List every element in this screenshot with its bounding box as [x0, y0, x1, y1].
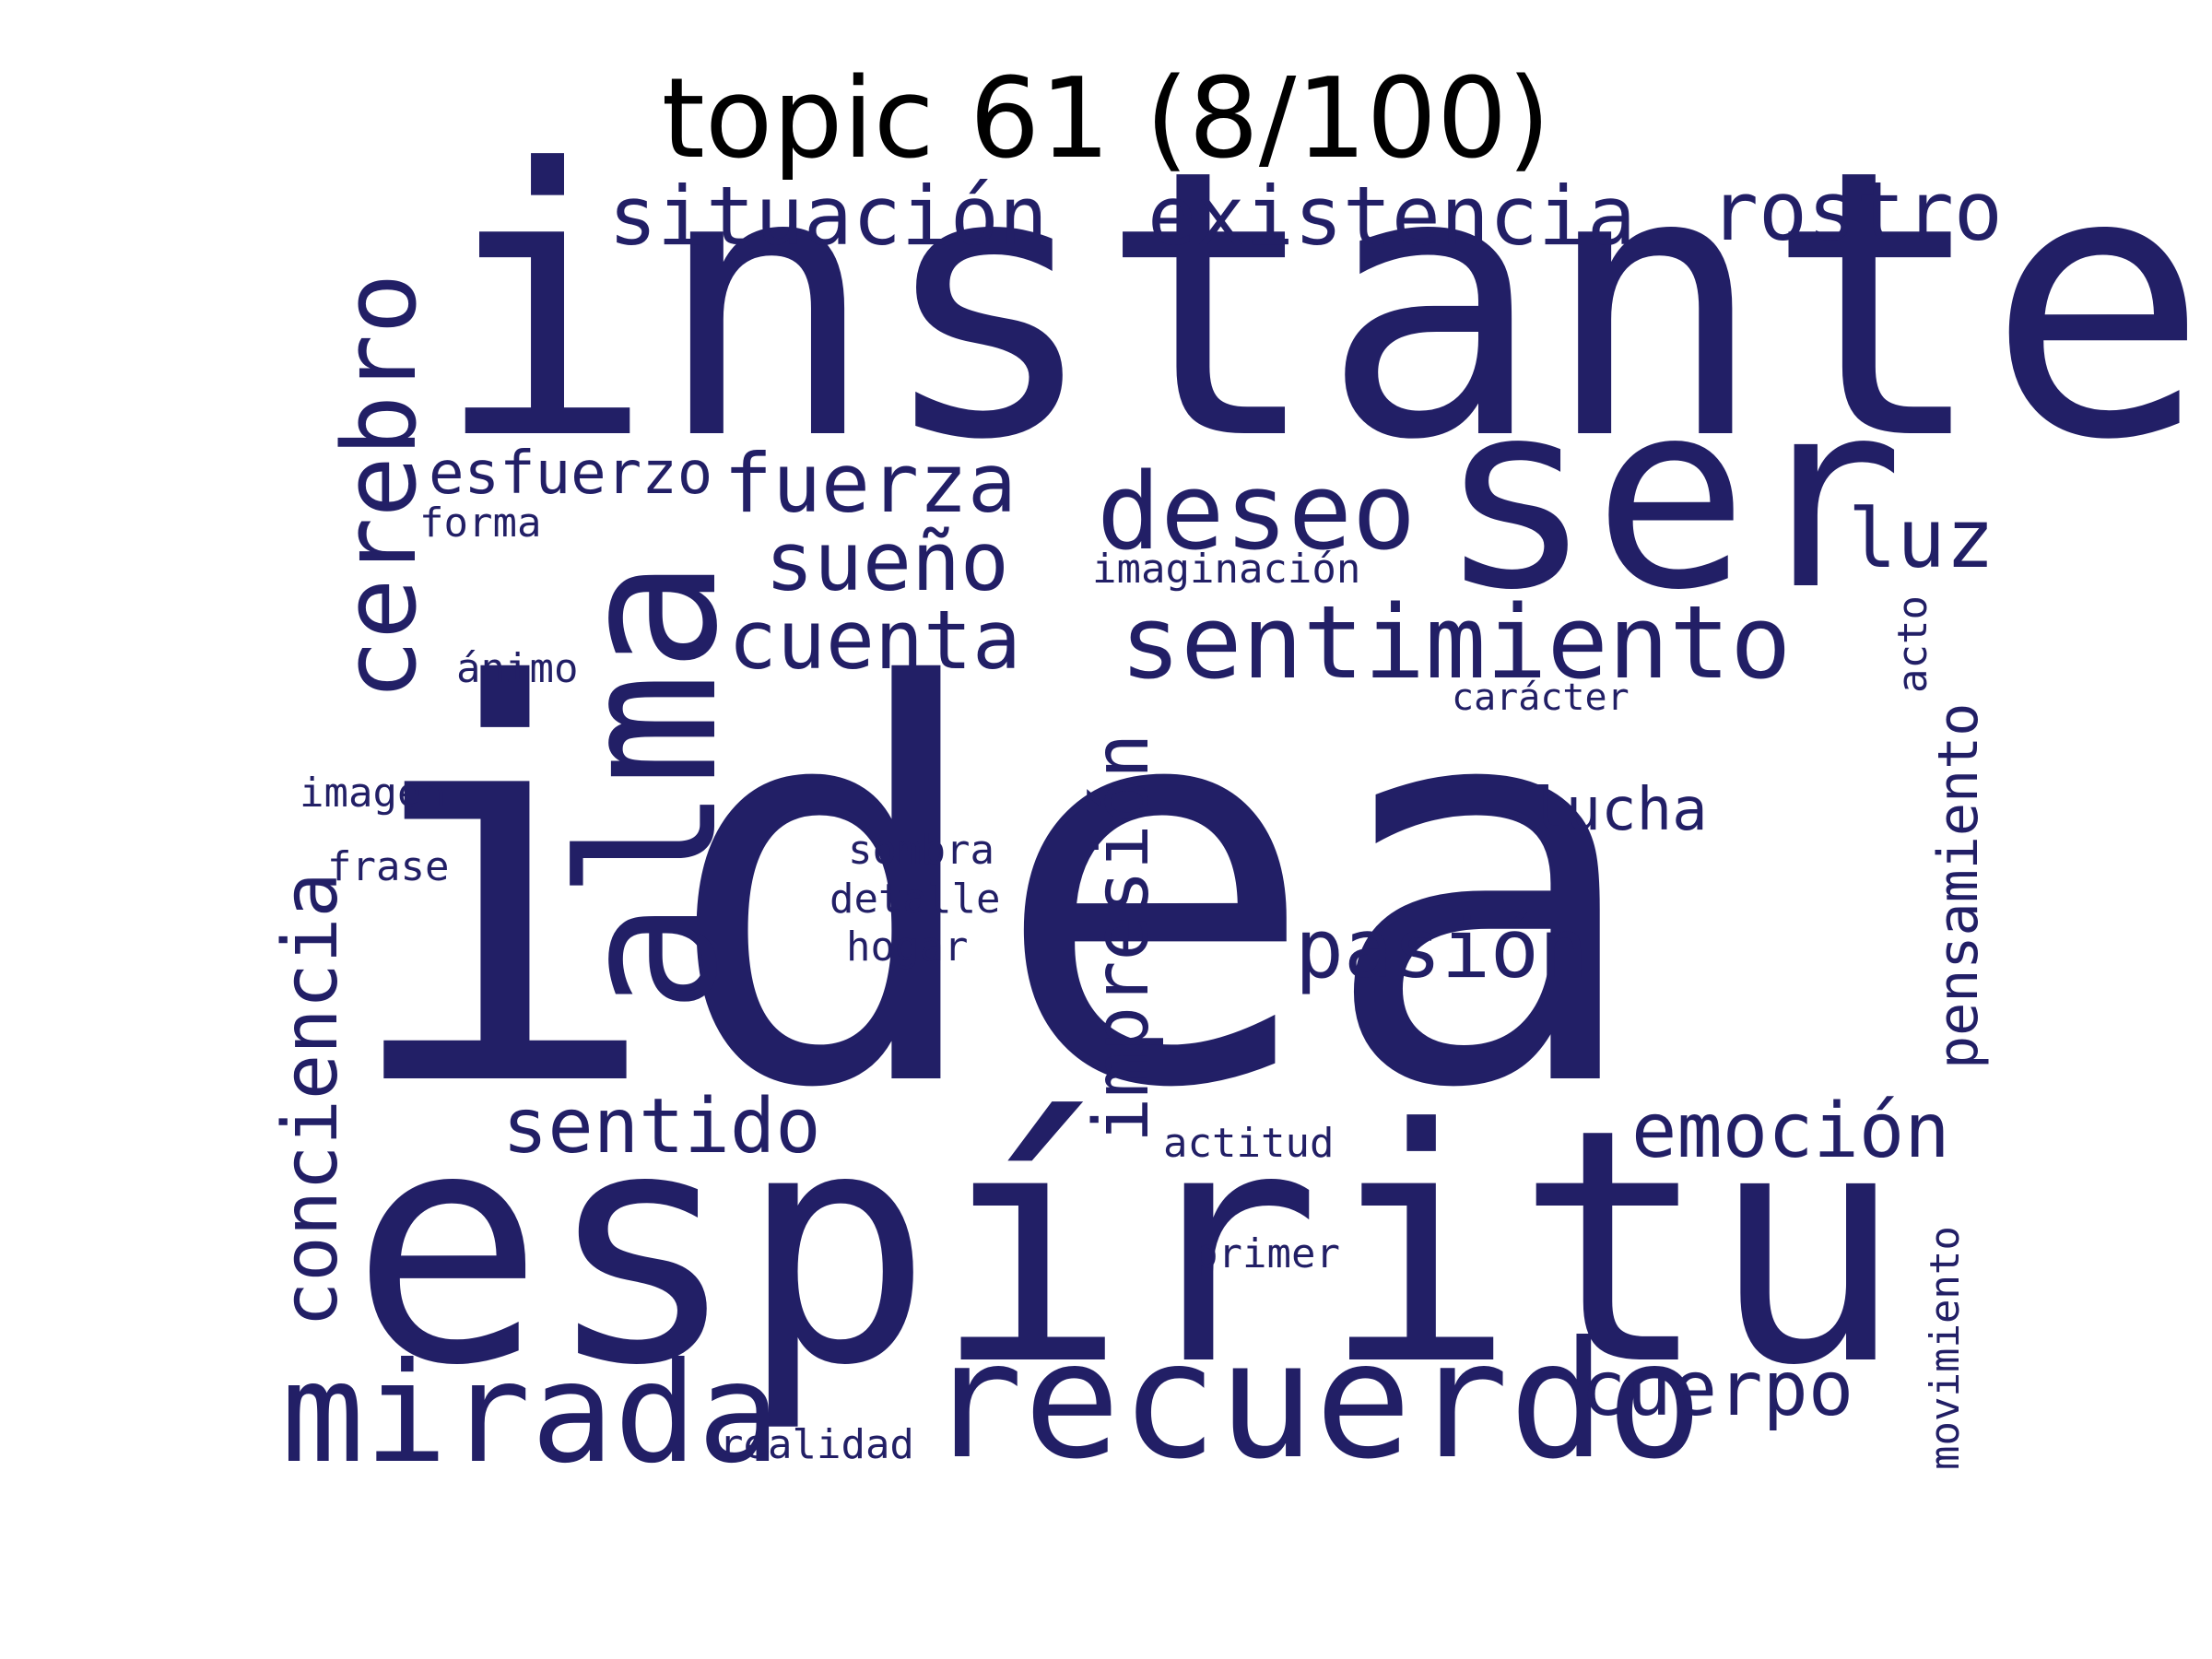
word-cerebro: cerebro [321, 273, 439, 700]
figure-title: topic 61 (8/100) [661, 55, 1551, 183]
word-emocion: emoción [1631, 1088, 1950, 1175]
word-realidad: realidad [719, 1421, 914, 1468]
word-cuerpo: cuerpo [1581, 1346, 1853, 1433]
word-luz: luz [1848, 491, 1994, 586]
word-imaginacion: imaginación [1092, 546, 1360, 593]
word-espiritu: espíritu [350, 1060, 1904, 1436]
word-cuenta: cuenta [728, 593, 1021, 688]
word-deseo: deseo [1097, 451, 1416, 574]
word-pensamiento: pensamiento [1926, 703, 1991, 1069]
word-conciencia: conciencia [267, 872, 355, 1327]
word-situacion: situación [608, 169, 1048, 264]
word-animo: ánimo [456, 645, 578, 692]
word-acto: acto [1889, 595, 1936, 693]
word-ser: ser [1438, 347, 1904, 647]
word-imagen: imagen [300, 770, 446, 817]
word-mirada: mirada [281, 1334, 781, 1494]
word-sombra: sombra [848, 827, 994, 874]
word-alma: alma [540, 559, 759, 1014]
word-pasion: pasión [1295, 901, 1588, 996]
word-sentido: sentido [502, 1083, 821, 1171]
word-actitud: actitud [1163, 1120, 1334, 1167]
word-forma: forma [419, 500, 541, 547]
word-detalle: detalle [830, 876, 1000, 923]
word-impresion: impresión [1078, 734, 1166, 1143]
word-primer: primer [1194, 1230, 1340, 1277]
word-idea: idea [336, 574, 1646, 1207]
word-hogar: hogar [846, 924, 968, 971]
word-sueno: sueño [765, 514, 1009, 609]
word-existencia: existencia [1147, 169, 1636, 264]
word-sentimiento: sentimiento [1120, 583, 1791, 701]
word-lucha: lucha [1530, 776, 1708, 844]
word-recuerdo: recuerdo [926, 1308, 1703, 1495]
word-fuerza: fuerza [724, 436, 1017, 531]
word-caracter: carácter [1452, 677, 1630, 719]
word-esfuerzo: esfuerzo [429, 440, 712, 508]
word-frase: frase [327, 843, 449, 890]
word-rostro: rostro [1710, 164, 2003, 259]
word-instante: instante [433, 92, 2209, 521]
word-movimiento: movimiento [1922, 1226, 1969, 1470]
